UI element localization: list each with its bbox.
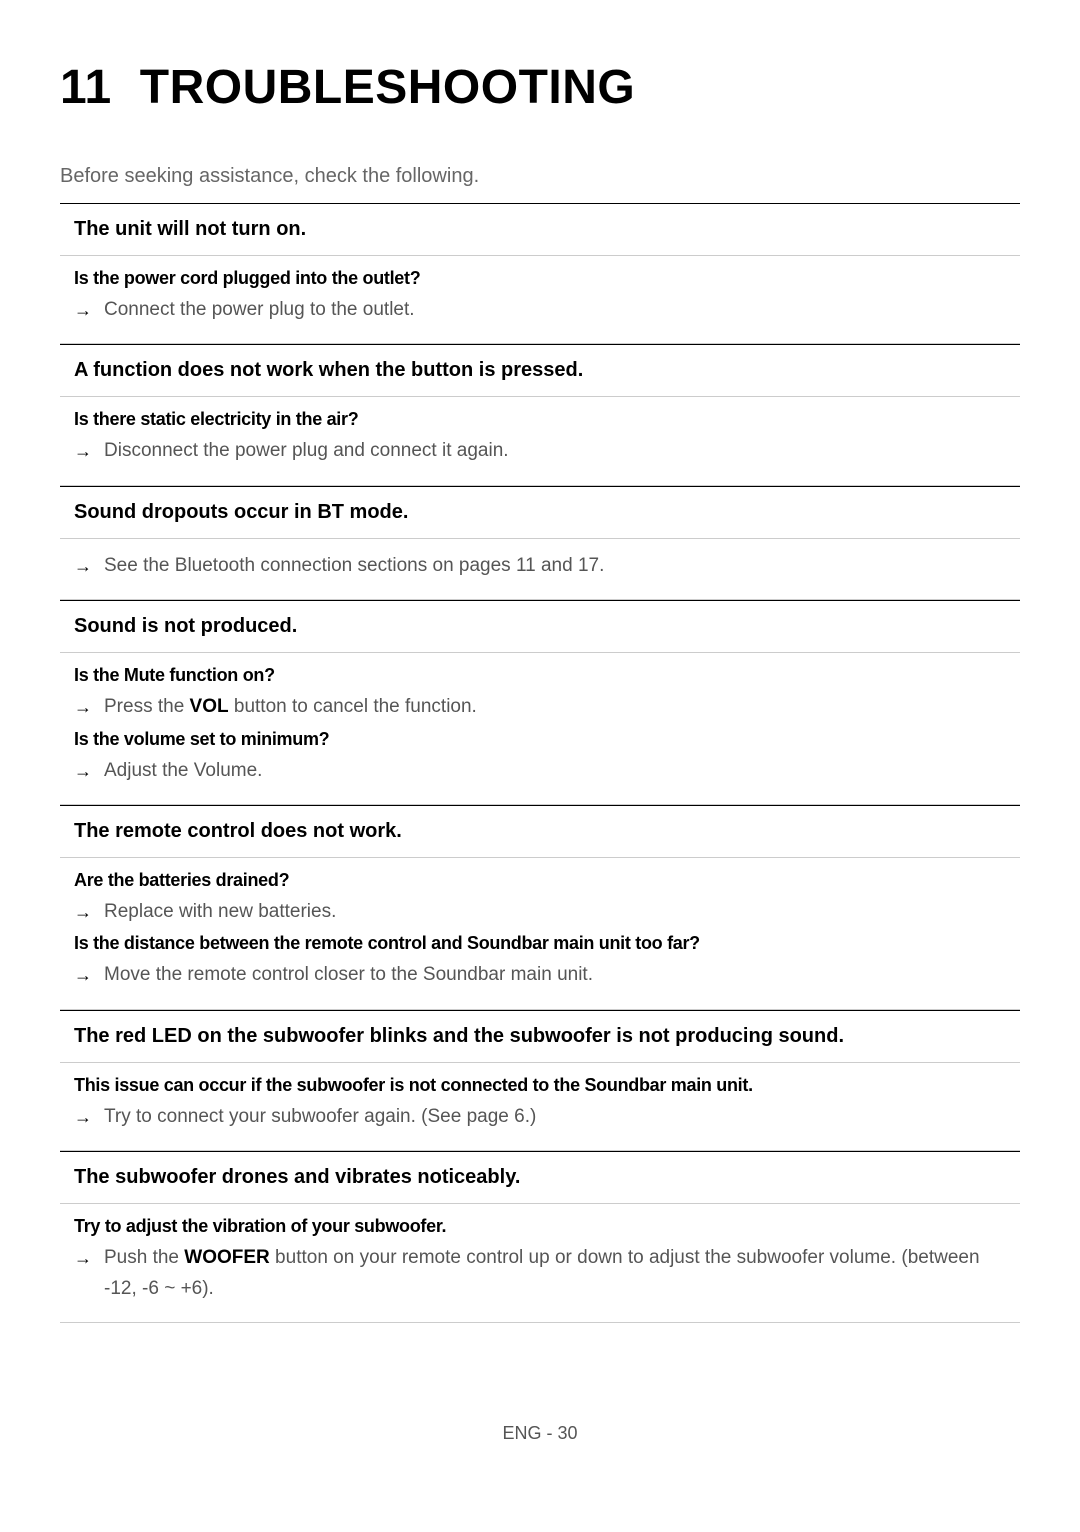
section-header: The remote control does not work. xyxy=(60,806,1020,858)
question-text: Is the power cord plugged into the outle… xyxy=(74,268,1006,289)
arrow-icon: → xyxy=(74,898,92,927)
qa-block: → See the Bluetooth connection sections o… xyxy=(74,551,1006,581)
answer-row: → Replace with new batteries. xyxy=(74,897,1006,927)
arrow-icon: → xyxy=(74,296,92,325)
answer-text: Push the WOOFER button on your remote co… xyxy=(104,1243,1006,1304)
answer-row: → Try to connect your subwoofer again. (S… xyxy=(74,1102,1006,1132)
answer-text: Adjust the Volume. xyxy=(104,756,1006,786)
question-text: Is the Mute function on? xyxy=(74,665,1006,686)
chapter-number: 11 xyxy=(60,60,112,115)
section-header: Sound is not produced. xyxy=(60,601,1020,653)
section-body: This issue can occur if the subwoofer is… xyxy=(60,1063,1020,1151)
arrow-icon: → xyxy=(74,1244,92,1273)
qa-block: Try to adjust the vibration of your subw… xyxy=(74,1216,1006,1304)
section-header: The red LED on the subwoofer blinks and … xyxy=(60,1011,1020,1063)
qa-block: Is the Mute function on? → Press the VOL b… xyxy=(74,665,1006,722)
bold-term: VOL xyxy=(190,696,229,717)
answer-row: → Push the WOOFER button on your remote c… xyxy=(74,1243,1006,1304)
troubleshooting-section: The remote control does not work. Are the… xyxy=(60,805,1020,1010)
answer-row: → See the Bluetooth connection sections o… xyxy=(74,551,1006,581)
answer-text: Move the remote control closer to the So… xyxy=(104,960,1006,990)
answer-text: Try to connect your subwoofer again. (Se… xyxy=(104,1102,1006,1132)
section-body: Are the batteries drained? → Replace with … xyxy=(60,858,1020,1010)
arrow-icon: → xyxy=(74,757,92,786)
answer-row: → Adjust the Volume. xyxy=(74,756,1006,786)
qa-block: Are the batteries drained? → Replace with … xyxy=(74,870,1006,927)
answer-text: Disconnect the power plug and connect it… xyxy=(104,436,1006,466)
answer-row: → Connect the power plug to the outlet. xyxy=(74,295,1006,325)
answer-text: See the Bluetooth connection sections on… xyxy=(104,551,1006,581)
answer-row: → Move the remote control closer to the S… xyxy=(74,960,1006,990)
section-body: → See the Bluetooth connection sections o… xyxy=(60,539,1020,600)
chapter-name: TROUBLESHOOTING xyxy=(140,61,636,114)
bold-term: WOOFER xyxy=(184,1247,270,1268)
section-body: Try to adjust the vibration of your subw… xyxy=(60,1204,1020,1323)
question-text: This issue can occur if the subwoofer is… xyxy=(74,1075,1006,1096)
arrow-icon: → xyxy=(74,961,92,990)
troubleshooting-section: The red LED on the subwoofer blinks and … xyxy=(60,1010,1020,1151)
arrow-icon: → xyxy=(74,1103,92,1132)
intro-text: Before seeking assistance, check the fol… xyxy=(60,165,1020,188)
answer-text: Press the VOL button to cancel the funct… xyxy=(104,692,1006,722)
section-header: The subwoofer drones and vibrates notice… xyxy=(60,1152,1020,1204)
troubleshooting-section: Sound is not produced. Is the Mute functi… xyxy=(60,600,1020,805)
question-text: Is the distance between the remote contr… xyxy=(74,933,1006,954)
answer-text: Connect the power plug to the outlet. xyxy=(104,295,1006,325)
qa-block: Is the volume set to minimum? → Adjust the… xyxy=(74,729,1006,786)
section-header: Sound dropouts occur in BT mode. xyxy=(60,487,1020,539)
page-footer: ENG - 30 xyxy=(60,1423,1020,1444)
question-text: Try to adjust the vibration of your subw… xyxy=(74,1216,1006,1237)
question-text: Is there static electricity in the air? xyxy=(74,409,1006,430)
arrow-icon: → xyxy=(74,552,92,581)
chapter-title: 11 TROUBLESHOOTING xyxy=(60,60,1020,115)
question-text: Is the volume set to minimum? xyxy=(74,729,1006,750)
question-text: Are the batteries drained? xyxy=(74,870,1006,891)
sections-container: The unit will not turn on. Is the power c… xyxy=(60,203,1020,1323)
qa-block: Is the distance between the remote contr… xyxy=(74,933,1006,990)
troubleshooting-section: Sound dropouts occur in BT mode. → See the… xyxy=(60,486,1020,600)
qa-block: Is the power cord plugged into the outle… xyxy=(74,268,1006,325)
answer-row: → Press the VOL button to cancel the func… xyxy=(74,692,1006,722)
section-header: A function does not work when the button… xyxy=(60,345,1020,397)
arrow-icon: → xyxy=(74,693,92,722)
section-header: The unit will not turn on. xyxy=(60,204,1020,256)
arrow-icon: → xyxy=(74,437,92,466)
section-body: Is the power cord plugged into the outle… xyxy=(60,256,1020,344)
section-body: Is the Mute function on? → Press the VOL b… xyxy=(60,653,1020,805)
answer-row: → Disconnect the power plug and connect i… xyxy=(74,436,1006,466)
troubleshooting-section: A function does not work when the button… xyxy=(60,344,1020,485)
qa-block: Is there static electricity in the air? →… xyxy=(74,409,1006,466)
section-body: Is there static electricity in the air? →… xyxy=(60,397,1020,485)
troubleshooting-section: The unit will not turn on. Is the power c… xyxy=(60,203,1020,344)
troubleshooting-section: The subwoofer drones and vibrates notice… xyxy=(60,1151,1020,1323)
qa-block: This issue can occur if the subwoofer is… xyxy=(74,1075,1006,1132)
answer-text: Replace with new batteries. xyxy=(104,897,1006,927)
